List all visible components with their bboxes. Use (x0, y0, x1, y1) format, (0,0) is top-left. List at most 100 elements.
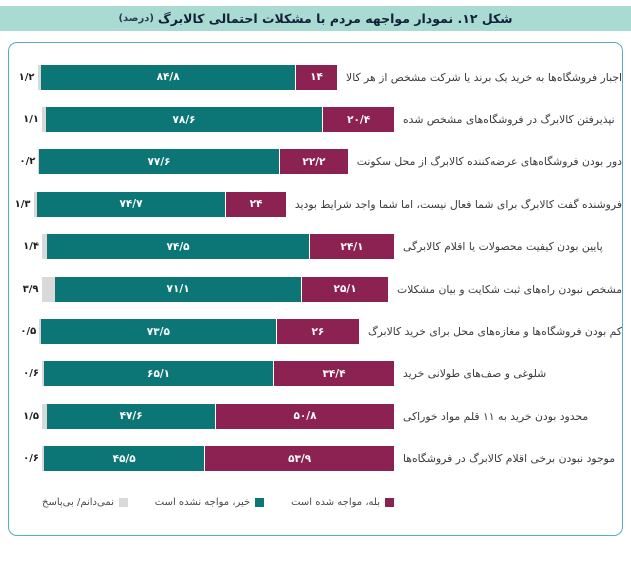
legend-swatch (255, 497, 265, 507)
segment-encountered: ۵۰/۸ (215, 403, 394, 429)
bar-track: ۷۸/۶ ۲۰/۴ (42, 107, 394, 133)
segment-not-encountered-value: ۷۷/۶ (147, 155, 171, 168)
legend-item: نمی‌دانم/ بی‌پاسخ (42, 497, 128, 508)
segment-not-encountered: ۷۸/۶ (45, 107, 323, 133)
segment-not-encountered-value: ۷۱/۱ (166, 283, 190, 296)
segment-not-encountered: ۷۳/۵ (40, 319, 276, 345)
segment-not-encountered-value: ۷۴/۵ (166, 240, 190, 253)
chart-panel: ۱/۲ ۸۴/۸ ۱۴ اجبار فروشگاه‌ها به خرید یک برن… (8, 42, 623, 536)
bar-track: ۷۱/۱ ۲۵/۱ (41, 276, 389, 302)
bar-track: ۸۴/۸ ۱۴ (37, 64, 338, 90)
segment-encountered: ۲۲/۲ (279, 149, 348, 175)
bar-row: ۱/۵ ۴۷/۶ ۵۰/۸ محدود بودن خرید به ۱۱ قلم موا… (9, 395, 622, 437)
segment-not-encountered-value: ۷۴/۷ (119, 198, 143, 211)
segment-encountered-value: ۲۴ (249, 198, 263, 211)
segment-not-encountered: ۴۵/۵ (44, 446, 205, 472)
segment-dontknow (42, 107, 46, 133)
bar-row-label: نپذیرفتن کالابرگ در فروشگاه‌های مشخص شده (403, 113, 615, 127)
bar-row: ۰/۲ ۷۷/۶ ۲۲/۲ دور بودن فروشگاه‌های عرضه‌کنن… (9, 141, 622, 183)
bar-row-label: فروشنده گفت کالابرگ برای شما فعال نیست، … (294, 197, 622, 211)
row-dk-value: ۳/۹ (22, 283, 39, 295)
row-dk-value: ۱/۴ (23, 241, 39, 253)
bar-row-label: کم بودن فروشگاه‌ها و مغازه‌های محل برای … (367, 325, 622, 339)
row-dk-value: ۰/۶ (23, 368, 39, 380)
segment-dontknow (41, 276, 56, 302)
segment-encountered: ۲۶ (275, 319, 359, 345)
bar-row-label: پایین بودن کیفیت محصولات یا اقلام کالابر… (403, 240, 603, 254)
segment-not-encountered: ۷۷/۶ (38, 149, 280, 175)
row-dk-value: ۱/۲ (18, 71, 35, 83)
bar-track: ۶۵/۱ ۳۴/۴ (42, 361, 394, 387)
bar-row: ۰/۶ ۴۵/۵ ۵۳/۹ موجود نبودن برخی اقلام کالابر… (9, 438, 622, 480)
bar-row: ۱/۲ ۸۴/۸ ۱۴ اجبار فروشگاه‌ها به خرید یک برن… (9, 56, 622, 98)
figure-title: شکل ۱۲. نمودار مواجهه مردم با مشکلات احت… (157, 11, 513, 26)
bar-row: ۰/۵ ۷۳/۵ ۲۶ کم بودن فروشگاه‌ها و مغازه‌های … (9, 310, 622, 352)
segment-encountered: ۱۴ (295, 64, 338, 90)
segment-not-encountered: ۶۵/۱ (44, 361, 274, 387)
bar-row-label: موجود نبودن برخی اقلام کالابرگ در فروشگا… (403, 452, 616, 466)
legend-label: خیر، مواجه نشده است (154, 496, 251, 508)
segment-encountered: ۲۴ (225, 191, 286, 217)
segment-not-encountered: ۷۱/۱ (55, 276, 302, 302)
segment-not-encountered: ۷۴/۵ (46, 234, 310, 260)
segment-dontknow (33, 191, 37, 217)
row-dk-value: ۰/۵ (20, 326, 37, 338)
segment-dontknow (42, 234, 47, 260)
segment-encountered-value: ۵۰/۸ (293, 410, 317, 423)
bar-track: ۴۷/۶ ۵۰/۸ (42, 403, 394, 429)
legend-label: نمی‌دانم/ بی‌پاسخ (42, 496, 114, 508)
figure-title-unit: (درصد) (118, 13, 154, 24)
row-dk-value: ۱/۵ (23, 410, 39, 422)
legend-item: خیر، مواجه نشده است (155, 497, 265, 508)
segment-encountered-value: ۲۴/۱ (340, 240, 364, 253)
row-dk-value: ۰/۶ (23, 453, 39, 465)
bar-row-label: محدود بودن خرید به ۱۱ قلم مواد خوراکی (403, 409, 589, 423)
segment-encountered-value: ۲۰/۴ (347, 113, 371, 126)
figure-title-bar: شکل ۱۲. نمودار مواجهه مردم با مشکلات احت… (0, 6, 631, 31)
segment-encountered-value: ۲۵/۱ (333, 283, 357, 296)
row-dk-value: ۱/۳ (14, 198, 31, 210)
segment-not-encountered-value: ۶۵/۱ (147, 367, 171, 380)
segment-encountered: ۲۵/۱ (301, 276, 389, 302)
segment-not-encountered-value: ۷۸/۶ (172, 113, 196, 126)
segment-not-encountered: ۸۴/۸ (41, 64, 296, 90)
bar-row-label: دور بودن فروشگاه‌های عرضه‌کننده کالابرگ … (356, 155, 622, 169)
legend-swatch (118, 497, 128, 507)
segment-dontknow (42, 403, 48, 429)
segment-dontknow (42, 361, 45, 387)
segment-dontknow (38, 149, 39, 175)
bar-row-label: شلوغی و صف‌های طولانی خرید (403, 367, 547, 381)
bar-row: ۱/۱ ۷۸/۶ ۲۰/۴ نپذیرفتن کالابرگ در فروشگاه‌ه… (9, 98, 622, 140)
bar-rows: ۱/۲ ۸۴/۸ ۱۴ اجبار فروشگاه‌ها به خرید یک برن… (9, 56, 622, 480)
segment-encountered: ۲۴/۱ (309, 234, 394, 260)
segment-encountered-value: ۲۲/۲ (302, 155, 326, 168)
legend: نمی‌دانم/ بی‌پاسخ خیر، مواجه نشده است بله،… (42, 497, 394, 508)
segment-encountered: ۳۴/۴ (273, 361, 394, 387)
bar-row-label: اجبار فروشگاه‌ها به خرید یک برند یا شرکت… (346, 70, 622, 84)
legend-label: بله، مواجه شده است (291, 496, 380, 508)
segment-encountered-value: ۵۳/۹ (288, 452, 312, 465)
bar-track: ۷۳/۵ ۲۶ (39, 319, 359, 345)
segment-encountered-value: ۱۴ (310, 71, 323, 84)
segment-dontknow (37, 64, 42, 90)
bar-track: ۷۷/۶ ۲۲/۲ (38, 149, 348, 175)
segment-not-encountered-value: ۴۵/۵ (112, 452, 136, 465)
bar-row: ۱/۳ ۷۴/۷ ۲۴ فروشنده گفت کالابرگ برای شما فع… (9, 183, 622, 225)
segment-encountered-value: ۳۴/۴ (322, 367, 346, 380)
bar-row-label: مشخص نبودن راه‌های ثبت شکایت و بیان مشکل… (397, 282, 622, 296)
segment-not-encountered-value: ۴۷/۶ (119, 410, 143, 423)
bar-track: ۴۵/۵ ۵۳/۹ (42, 446, 394, 472)
segment-encountered: ۲۰/۴ (322, 107, 394, 133)
row-dk-value: ۱/۱ (23, 114, 39, 126)
segment-not-encountered-value: ۷۳/۵ (146, 325, 170, 338)
segment-not-encountered: ۴۷/۶ (47, 403, 215, 429)
legend-item: بله، مواجه شده است (291, 497, 394, 508)
bar-track: ۷۴/۵ ۲۴/۱ (42, 234, 394, 260)
segment-encountered: ۵۳/۹ (204, 446, 394, 472)
bar-row: ۳/۹ ۷۱/۱ ۲۵/۱ مشخص نبودن راه‌های ثبت شکایت … (9, 268, 622, 310)
row-dk-value: ۰/۲ (19, 156, 36, 168)
segment-dontknow (42, 446, 45, 472)
segment-not-encountered: ۷۴/۷ (36, 191, 226, 217)
legend-swatch (385, 497, 394, 507)
bar-row: ۰/۶ ۶۵/۱ ۳۴/۴ شلوغی و صف‌های طولانی خرید (9, 353, 622, 395)
